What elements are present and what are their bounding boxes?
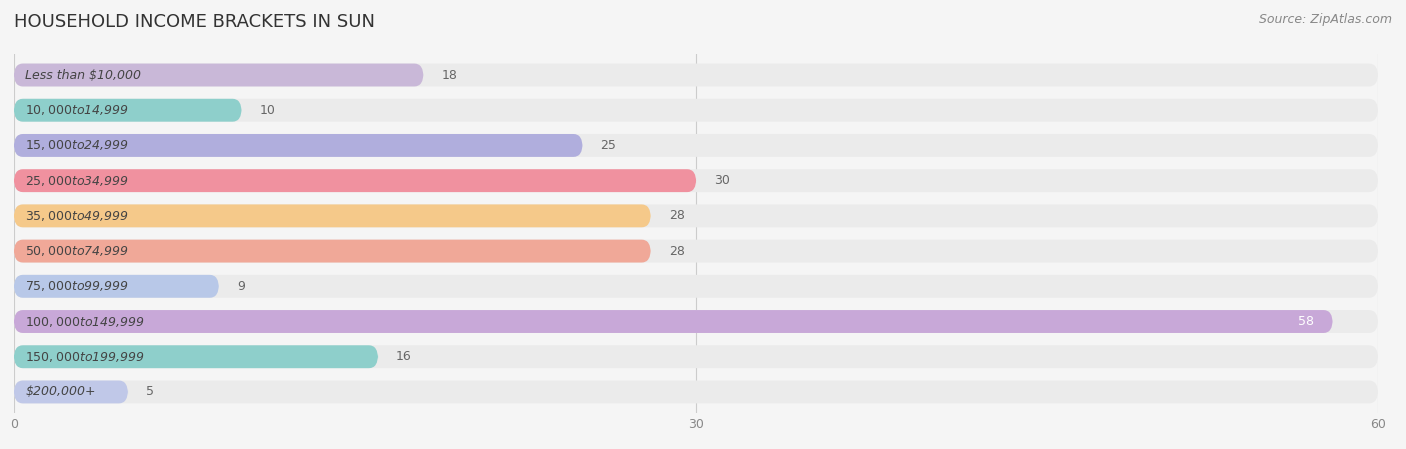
- FancyBboxPatch shape: [14, 99, 1378, 122]
- FancyBboxPatch shape: [14, 310, 1378, 333]
- Text: 9: 9: [236, 280, 245, 293]
- Text: 58: 58: [1298, 315, 1315, 328]
- Text: 28: 28: [669, 209, 685, 222]
- Text: $15,000 to $24,999: $15,000 to $24,999: [25, 138, 129, 153]
- FancyBboxPatch shape: [14, 240, 1378, 263]
- FancyBboxPatch shape: [14, 134, 582, 157]
- FancyBboxPatch shape: [14, 134, 1378, 157]
- Text: $25,000 to $34,999: $25,000 to $34,999: [25, 174, 129, 188]
- Text: $50,000 to $74,999: $50,000 to $74,999: [25, 244, 129, 258]
- Text: 25: 25: [600, 139, 616, 152]
- Text: 30: 30: [714, 174, 730, 187]
- Text: Less than $10,000: Less than $10,000: [25, 69, 142, 82]
- Text: $100,000 to $149,999: $100,000 to $149,999: [25, 314, 145, 329]
- Text: $75,000 to $99,999: $75,000 to $99,999: [25, 279, 129, 293]
- FancyBboxPatch shape: [14, 99, 242, 122]
- Text: 5: 5: [146, 385, 153, 398]
- Text: 18: 18: [441, 69, 457, 82]
- FancyBboxPatch shape: [14, 204, 651, 227]
- Text: 28: 28: [669, 245, 685, 258]
- Text: 16: 16: [396, 350, 412, 363]
- FancyBboxPatch shape: [14, 64, 423, 87]
- FancyBboxPatch shape: [14, 204, 1378, 227]
- FancyBboxPatch shape: [14, 345, 1378, 368]
- FancyBboxPatch shape: [14, 345, 378, 368]
- Text: $200,000+: $200,000+: [25, 385, 96, 398]
- FancyBboxPatch shape: [14, 380, 128, 403]
- Text: Source: ZipAtlas.com: Source: ZipAtlas.com: [1258, 13, 1392, 26]
- FancyBboxPatch shape: [14, 64, 1378, 87]
- FancyBboxPatch shape: [14, 275, 1378, 298]
- Text: $35,000 to $49,999: $35,000 to $49,999: [25, 209, 129, 223]
- Text: $150,000 to $199,999: $150,000 to $199,999: [25, 350, 145, 364]
- FancyBboxPatch shape: [14, 275, 219, 298]
- Text: HOUSEHOLD INCOME BRACKETS IN SUN: HOUSEHOLD INCOME BRACKETS IN SUN: [14, 13, 375, 31]
- FancyBboxPatch shape: [14, 310, 1333, 333]
- Text: $10,000 to $14,999: $10,000 to $14,999: [25, 103, 129, 117]
- FancyBboxPatch shape: [14, 169, 696, 192]
- FancyBboxPatch shape: [14, 380, 1378, 403]
- FancyBboxPatch shape: [14, 169, 1378, 192]
- FancyBboxPatch shape: [14, 240, 651, 263]
- Text: 10: 10: [260, 104, 276, 117]
